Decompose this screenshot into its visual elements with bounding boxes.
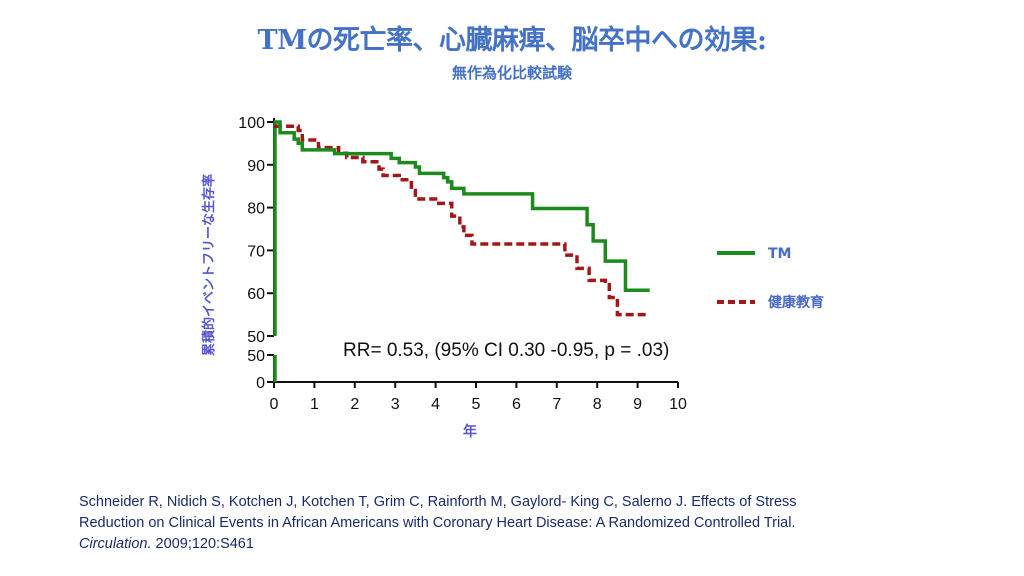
citation-line-2: Reduction on Clinical Events in African …	[79, 515, 796, 531]
x-tick-label: 6	[512, 396, 521, 413]
citation: Schneider R, Nidich S, Kotchen J, Kotche…	[79, 492, 797, 555]
x-tick-label: 1	[310, 396, 319, 413]
legend-label-health-education: 健康教育	[768, 294, 824, 311]
page-subtitle: 無作為化比較試験	[451, 64, 572, 82]
curves	[273, 120, 650, 382]
y-axis-label: 累積的イベントフリーな生存率	[201, 174, 217, 356]
rr-annotation: RR= 0.53, (95% CI 0.30 -0.95, p = .03)	[343, 340, 669, 361]
y-tick-label: 50	[247, 329, 265, 346]
series-health-education-line	[274, 124, 650, 317]
citation-ref: 2009;120:S461	[151, 536, 254, 552]
x-tick-label: 0	[270, 396, 279, 413]
citation-line-1: Schneider R, Nidich S, Kotchen J, Kotche…	[79, 494, 797, 510]
y-tick-label: 50	[247, 348, 265, 365]
page-title: TMの死亡率、心臓麻痺、脳卒中への効果:	[257, 25, 767, 56]
y-tick-label: 100	[238, 115, 265, 132]
citation-journal: Circulation.	[79, 536, 152, 552]
y-tick-label: 70	[247, 243, 265, 260]
y-tick-label: 90	[247, 158, 265, 175]
x-tick-label: 9	[633, 396, 642, 413]
legend-label-tm: TM	[768, 246, 791, 262]
x-tick-label: 8	[593, 396, 602, 413]
y-tick-label: 80	[247, 201, 265, 218]
axes: 100 90 80 70 60 50 50 00 1 2 3 4 5 6 7 8 9 10	[238, 115, 687, 413]
y-tick-label: 0	[256, 375, 265, 392]
x-axis-label: 年	[463, 423, 477, 440]
x-tick-label: 3	[391, 396, 400, 413]
citation-line-3: Circulation. 2009;120:S461	[79, 534, 797, 555]
x-tick-label: 2	[350, 396, 359, 413]
series-tm-line	[274, 120, 650, 292]
y-tick-label: 60	[247, 286, 265, 303]
x-tick-label: 5	[472, 396, 481, 413]
x-tick-label: 7	[552, 396, 561, 413]
x-tick-label: 4	[431, 396, 440, 413]
x-tick-label: 10	[669, 396, 687, 413]
